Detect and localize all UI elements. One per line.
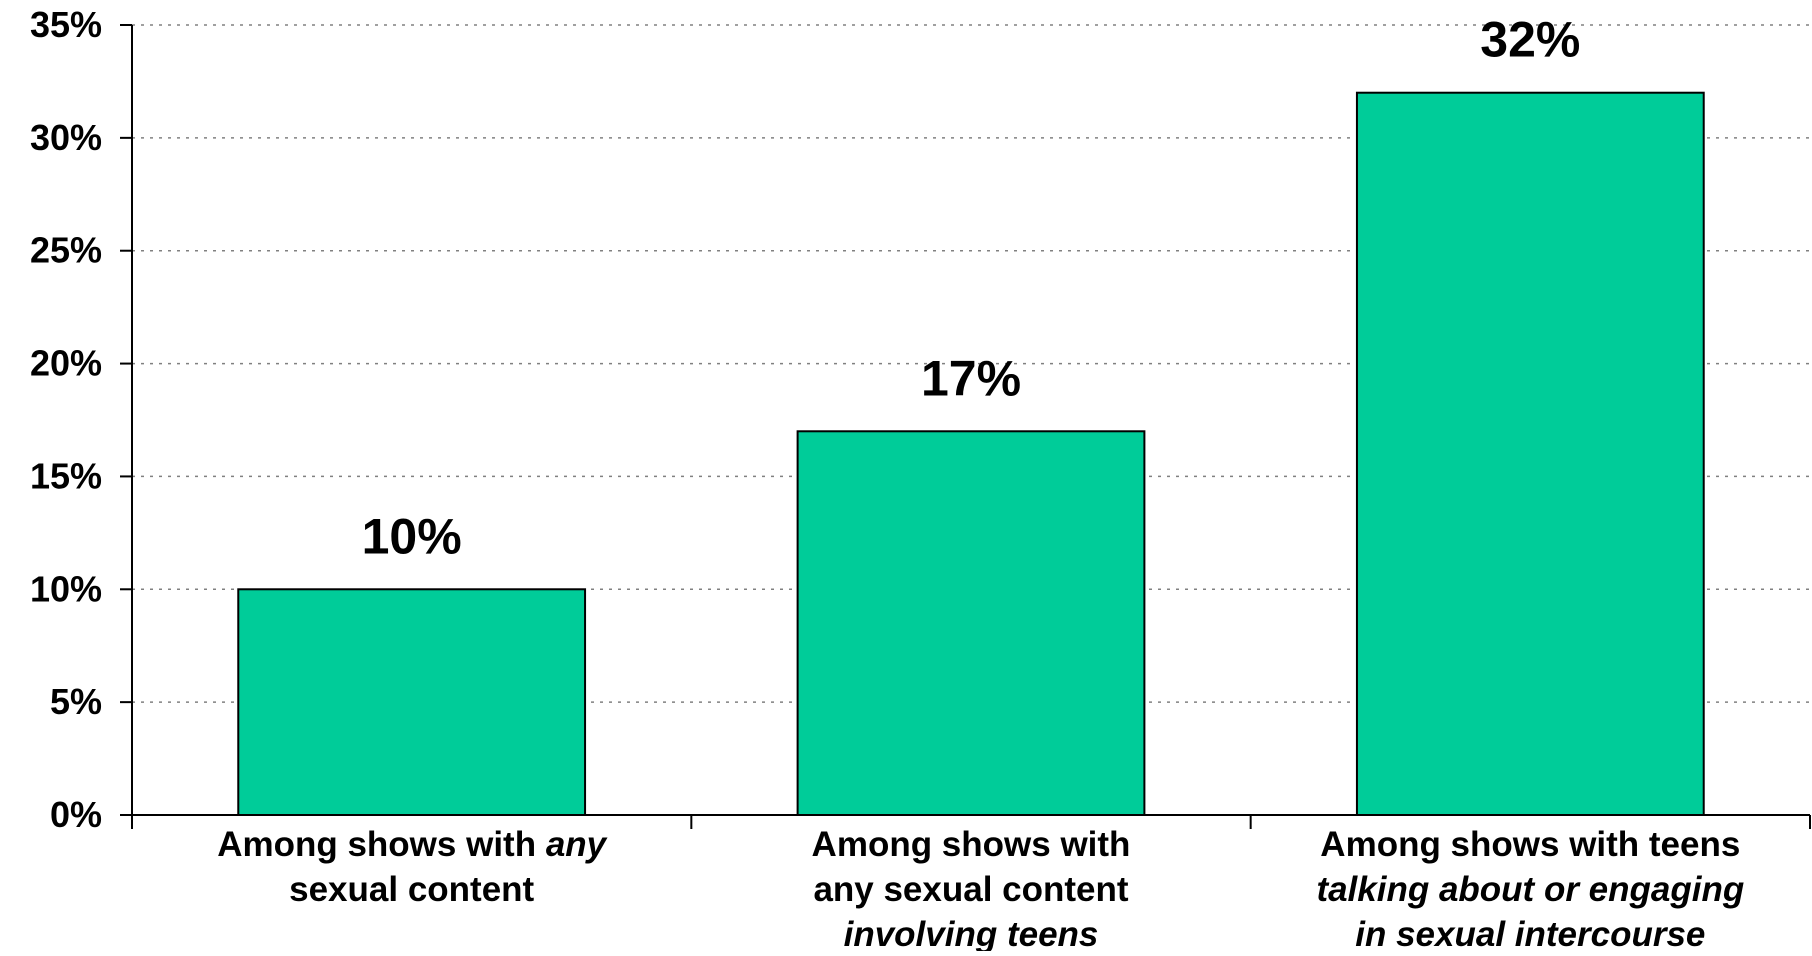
axes: [120, 24, 1811, 829]
category-label-line: involving teens: [844, 915, 1099, 951]
y-tick-label: 25%: [30, 230, 102, 271]
y-tick-label: 15%: [30, 455, 102, 496]
y-tick-label: 10%: [30, 568, 102, 609]
value-label: 32%: [1480, 12, 1580, 68]
y-tick-label: 5%: [50, 681, 102, 722]
category-label-line: Among shows with any: [217, 825, 607, 864]
bar: [1355, 91, 1705, 816]
category-label-line: Among shows with teens: [1320, 825, 1740, 864]
category-label-line: sexual content: [289, 870, 534, 909]
category-label-segment: any: [546, 825, 608, 864]
category-label-segment: involving teens: [844, 915, 1099, 951]
value-labels: 10% 17% 32%: [362, 12, 1581, 565]
bar: [796, 430, 1146, 816]
y-tick-label: 35%: [30, 4, 102, 45]
y-tick-label: 30%: [30, 117, 102, 158]
bar: [237, 588, 587, 816]
y-tick-labels: 0% 5% 10% 15% 20% 25% 30% 35%: [30, 4, 102, 835]
category-label-segment: sexual content: [289, 870, 534, 909]
category-labels: Among shows with any sexual content Among …: [217, 825, 1744, 954]
category-label-segment: any sexual content: [813, 870, 1128, 909]
category-label-line: in sexual intercourse: [1355, 915, 1705, 951]
y-tick-label: 0%: [50, 794, 102, 835]
category-label-line: Among shows with: [812, 825, 1131, 864]
category-label-line: talking about or engaging: [1316, 870, 1744, 909]
category-label-line: any sexual content: [813, 870, 1128, 909]
category-label-segment: Among shows with: [217, 825, 546, 864]
category-label-segment: Among shows with: [812, 825, 1131, 864]
category-label-segment: talking about or engaging: [1316, 870, 1744, 909]
category-label-segment: in sexual intercourse: [1355, 915, 1705, 951]
value-label: 17%: [921, 350, 1021, 406]
category-label-segment: Among shows with teens: [1320, 825, 1740, 864]
bars: [237, 91, 1705, 816]
y-tick-label: 20%: [30, 343, 102, 384]
value-label: 10%: [362, 508, 462, 564]
